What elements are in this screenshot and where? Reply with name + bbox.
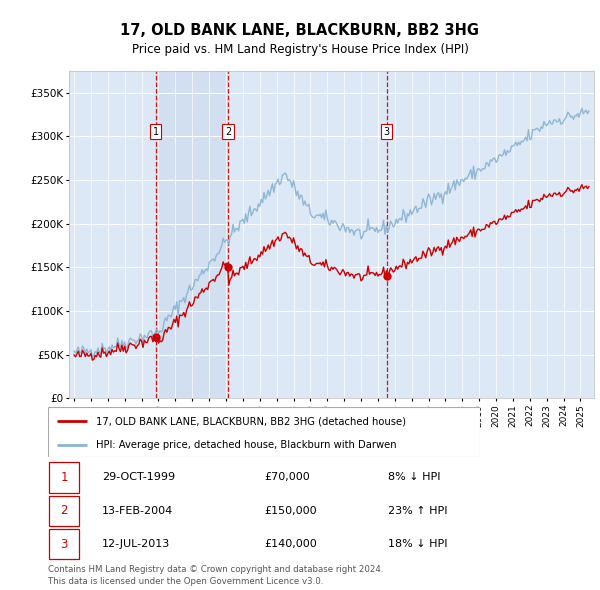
Text: 2: 2 bbox=[60, 504, 68, 517]
Text: £140,000: £140,000 bbox=[264, 539, 317, 549]
Text: £150,000: £150,000 bbox=[264, 506, 317, 516]
Text: 29-OCT-1999: 29-OCT-1999 bbox=[102, 472, 175, 482]
Text: 13-FEB-2004: 13-FEB-2004 bbox=[102, 506, 173, 516]
Text: HPI: Average price, detached house, Blackburn with Darwen: HPI: Average price, detached house, Blac… bbox=[95, 440, 396, 450]
Text: 18% ↓ HPI: 18% ↓ HPI bbox=[388, 539, 448, 549]
Text: Contains HM Land Registry data © Crown copyright and database right 2024.
This d: Contains HM Land Registry data © Crown c… bbox=[48, 565, 383, 586]
Text: 8% ↓ HPI: 8% ↓ HPI bbox=[388, 472, 440, 482]
Text: 12-JUL-2013: 12-JUL-2013 bbox=[102, 539, 170, 549]
Text: 1: 1 bbox=[60, 471, 68, 484]
Text: 17, OLD BANK LANE, BLACKBURN, BB2 3HG (detached house): 17, OLD BANK LANE, BLACKBURN, BB2 3HG (d… bbox=[95, 416, 406, 426]
FancyBboxPatch shape bbox=[49, 462, 79, 493]
Text: £70,000: £70,000 bbox=[264, 472, 310, 482]
Bar bbox=[155, 71, 228, 398]
Text: 2: 2 bbox=[225, 127, 231, 137]
Text: 17, OLD BANK LANE, BLACKBURN, BB2 3HG: 17, OLD BANK LANE, BLACKBURN, BB2 3HG bbox=[121, 23, 479, 38]
Text: 23% ↑ HPI: 23% ↑ HPI bbox=[388, 506, 448, 516]
FancyBboxPatch shape bbox=[49, 529, 79, 559]
Text: Price paid vs. HM Land Registry's House Price Index (HPI): Price paid vs. HM Land Registry's House … bbox=[131, 43, 469, 56]
Text: 3: 3 bbox=[384, 127, 390, 137]
Text: 1: 1 bbox=[152, 127, 158, 137]
Text: 3: 3 bbox=[60, 537, 68, 550]
FancyBboxPatch shape bbox=[49, 496, 79, 526]
